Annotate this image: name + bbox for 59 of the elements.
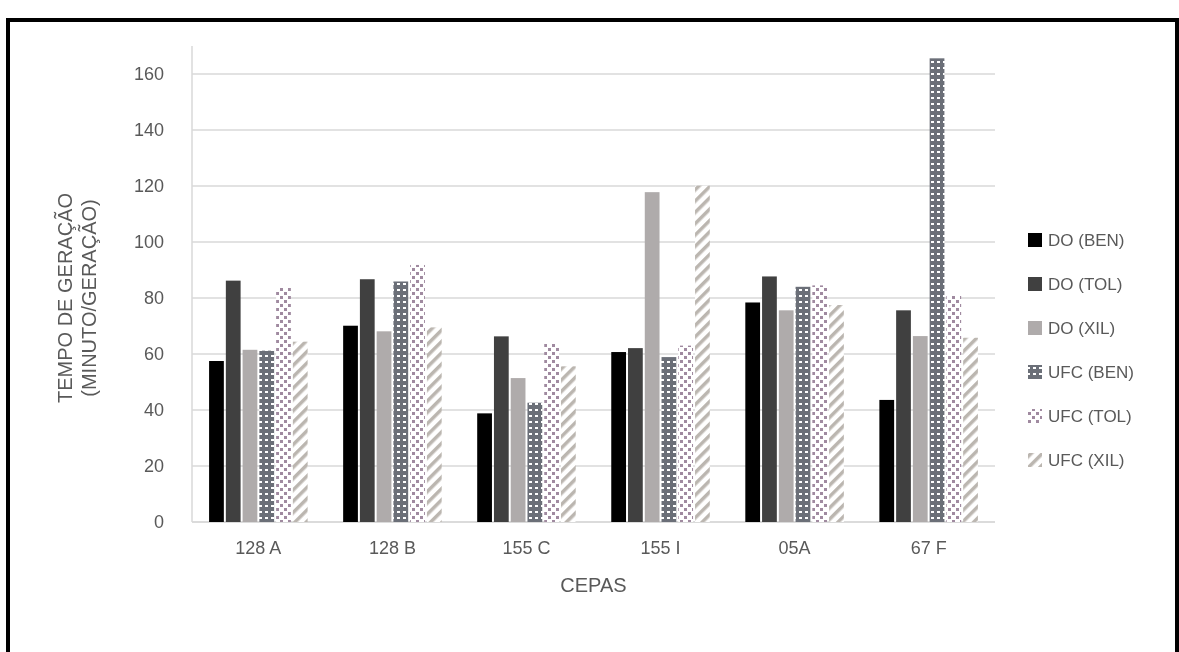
y-axis-title: TEMPO DE GERAÇÃO (MINUTO/GERAÇÃO)	[53, 192, 100, 404]
bar	[259, 350, 275, 522]
bar	[963, 337, 978, 522]
y-tick-label: 80	[143, 288, 164, 309]
x-tick-label: 128 B	[368, 538, 416, 558]
bar	[695, 185, 710, 522]
x-tick-label: 155 C	[502, 538, 551, 558]
bar	[276, 287, 291, 522]
bar	[879, 399, 895, 522]
bar	[544, 343, 559, 522]
bar	[912, 336, 928, 522]
legend-label: DO (TOL)	[1048, 274, 1123, 294]
bar	[795, 286, 811, 522]
legend-label: DO (BEN)	[1048, 230, 1125, 250]
bar	[527, 402, 543, 522]
bar	[812, 285, 828, 522]
bar	[946, 295, 962, 522]
bar	[292, 341, 308, 522]
bar	[209, 361, 224, 522]
bar	[493, 336, 509, 522]
bar	[410, 264, 425, 522]
bar	[560, 366, 576, 522]
bar	[829, 305, 844, 522]
legend-label: UFC (BEN)	[1048, 362, 1134, 382]
y-tick-label: 20	[143, 456, 164, 477]
bar	[359, 279, 375, 522]
bar	[778, 310, 794, 522]
bar	[225, 280, 241, 522]
y-tick-label: 140	[133, 120, 164, 141]
y-tick-label: 100	[133, 232, 164, 253]
bar	[393, 281, 409, 522]
y-tick-label: 160	[133, 64, 164, 85]
bar	[343, 325, 358, 522]
bar	[896, 310, 911, 522]
bar	[661, 357, 677, 522]
bar	[242, 349, 258, 522]
bar	[611, 352, 627, 522]
legend-label: DO (XIL)	[1048, 318, 1116, 338]
bar	[762, 276, 777, 522]
bar	[678, 345, 694, 522]
x-tick-label: 05A	[778, 538, 811, 558]
y-tick-label: 40	[143, 400, 164, 421]
bar	[510, 378, 526, 522]
legend-label: UFC (XIL)	[1048, 450, 1125, 470]
bar	[376, 331, 392, 522]
bar	[644, 192, 660, 522]
bar	[929, 58, 945, 522]
bar	[477, 413, 492, 522]
y-tick-label: 60	[143, 344, 164, 365]
y-tick-label: 0	[153, 512, 164, 533]
x-tick-label: 67 F	[910, 538, 947, 558]
x-axis-title: CEPAS	[560, 574, 627, 596]
x-tick-label: 155 I	[640, 538, 681, 558]
bar	[628, 348, 643, 522]
y-tick-label: 120	[133, 176, 164, 197]
bar	[745, 302, 761, 522]
bar	[426, 327, 442, 522]
x-tick-label: 128 A	[235, 538, 282, 558]
legend-label: UFC (TOL)	[1048, 406, 1132, 426]
